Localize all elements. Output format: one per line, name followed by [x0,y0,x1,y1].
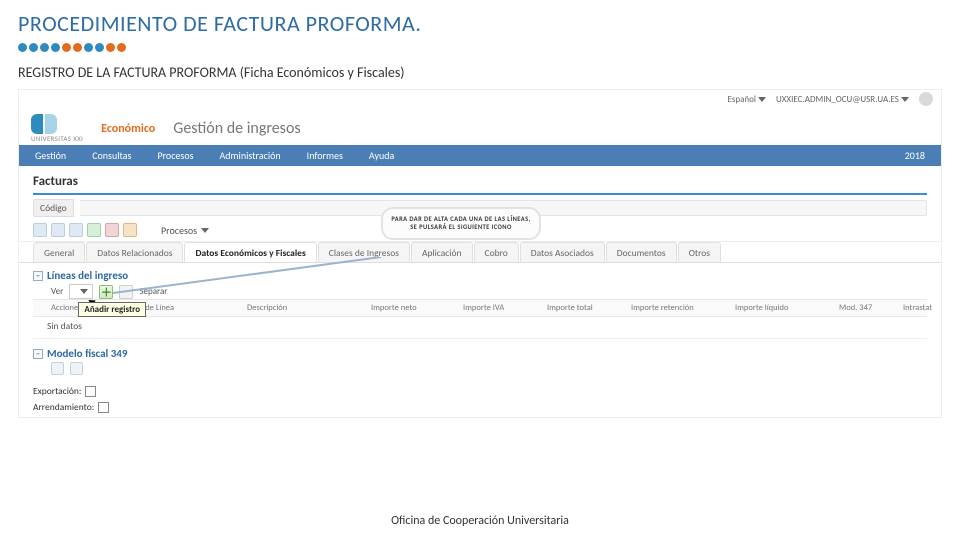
col-intrastat: Intrastat [903,303,960,313]
new-icon[interactable] [87,223,101,237]
exportacion-checkbox[interactable] [85,386,96,397]
divider [33,193,927,195]
logo: UNIVERSITAS XXI [31,114,83,143]
tabs: General Datos Relacionados Datos Económi… [19,242,941,263]
tab-otros[interactable]: Otros [678,242,721,262]
ver-label: Ver [51,286,63,297]
tab-clases-ingresos[interactable]: Clases de Ingresos [318,242,410,262]
codigo-label: Código [33,199,74,217]
lineas-header[interactable]: – Líneas del ingreso [33,269,927,282]
menu-procesos[interactable]: Procesos [157,149,193,162]
app-title: Gestión de ingresos [173,119,300,138]
next-icon[interactable] [69,223,83,237]
col-blank [191,303,243,313]
col-importe-liquido: Importe líquido [735,303,835,313]
collapse-icon[interactable]: – [33,349,43,359]
slide-footer: Oficina de Cooperación Universitaria [0,514,960,528]
menu-ayuda[interactable]: Ayuda [369,149,394,162]
arrendamiento-label: Arrendamiento: [33,401,94,413]
exportacion-label: Exportación: [33,385,81,397]
menu-year[interactable]: 2018 [905,149,925,162]
tab-general[interactable]: General [33,242,85,262]
fiscal349-header[interactable]: – Modelo fiscal 349 [33,347,927,360]
add-row-tooltip: Añadir registro [78,302,146,317]
print-icon[interactable] [123,223,137,237]
callout-bubble: PARA DAR DE ALTA CADA UNA DE LAS LÍNEAS,… [381,207,541,240]
decorative-dots [18,43,942,52]
ver-select[interactable] [69,284,93,299]
delete-icon[interactable] [105,223,119,237]
menu-consultas[interactable]: Consultas [92,149,131,162]
col-descripcion: Descripción [247,303,367,313]
menu-informes[interactable]: Informes [307,149,343,162]
tab-datos-asociados[interactable]: Datos Asociados [520,242,605,262]
col-importe-total: Importe total [547,303,627,313]
collapse-icon[interactable]: – [33,271,43,281]
avatar[interactable] [919,92,933,106]
section-facturas: Facturas [19,166,941,191]
menu-administracion[interactable]: Administración [220,149,281,162]
lineas-empty: Sin datos [33,317,927,339]
lineas-columns: Acciones Número de Línea Descripción Imp… [33,299,927,317]
arrendamiento-checkbox[interactable] [98,402,109,413]
procesos-dropdown[interactable]: Procesos [161,224,209,237]
language-selector[interactable]: Español [727,94,766,105]
fiscal-action-1-icon[interactable] [51,362,64,375]
col-importe-iva: Importe IVA [463,303,543,313]
app-window: Español UXXIEC.ADMIN_OCU@USR.UA.ES UNIVE… [18,89,942,418]
brand-economico: Económico [101,122,155,136]
tab-documentos[interactable]: Documentos [606,242,677,262]
tab-datos-relacionados[interactable]: Datos Relacionados [86,242,183,262]
col-importe-retencion: Importe retención [631,303,731,313]
add-row-icon[interactable]: ＋ Añadir registro [99,285,113,299]
col-importe-neto: Importe neto [371,303,459,313]
separar-label[interactable]: Separar [139,286,167,297]
slide-title: PROCEDIMIENTO DE FACTURA PROFORMA. [18,10,942,37]
user-menu[interactable]: UXXIEC.ADMIN_OCU@USR.UA.ES [776,94,909,105]
tab-datos-economicos[interactable]: Datos Económicos y Fiscales [184,242,316,262]
menubar: Gestión Consultas Procesos Administració… [19,145,941,166]
col-mod347: Mod. 347 [839,303,899,313]
fiscal-action-2-icon[interactable] [70,362,83,375]
detach-icon[interactable] [119,285,133,299]
tab-aplicacion[interactable]: Aplicación [411,242,473,262]
menu-gestion[interactable]: Gestión [35,149,66,162]
slide-subtitle: REGISTRO DE LA FACTURA PROFORMA (Ficha E… [18,64,942,81]
save-icon[interactable] [33,223,47,237]
tab-cobro[interactable]: Cobro [474,242,519,262]
prev-icon[interactable] [51,223,65,237]
